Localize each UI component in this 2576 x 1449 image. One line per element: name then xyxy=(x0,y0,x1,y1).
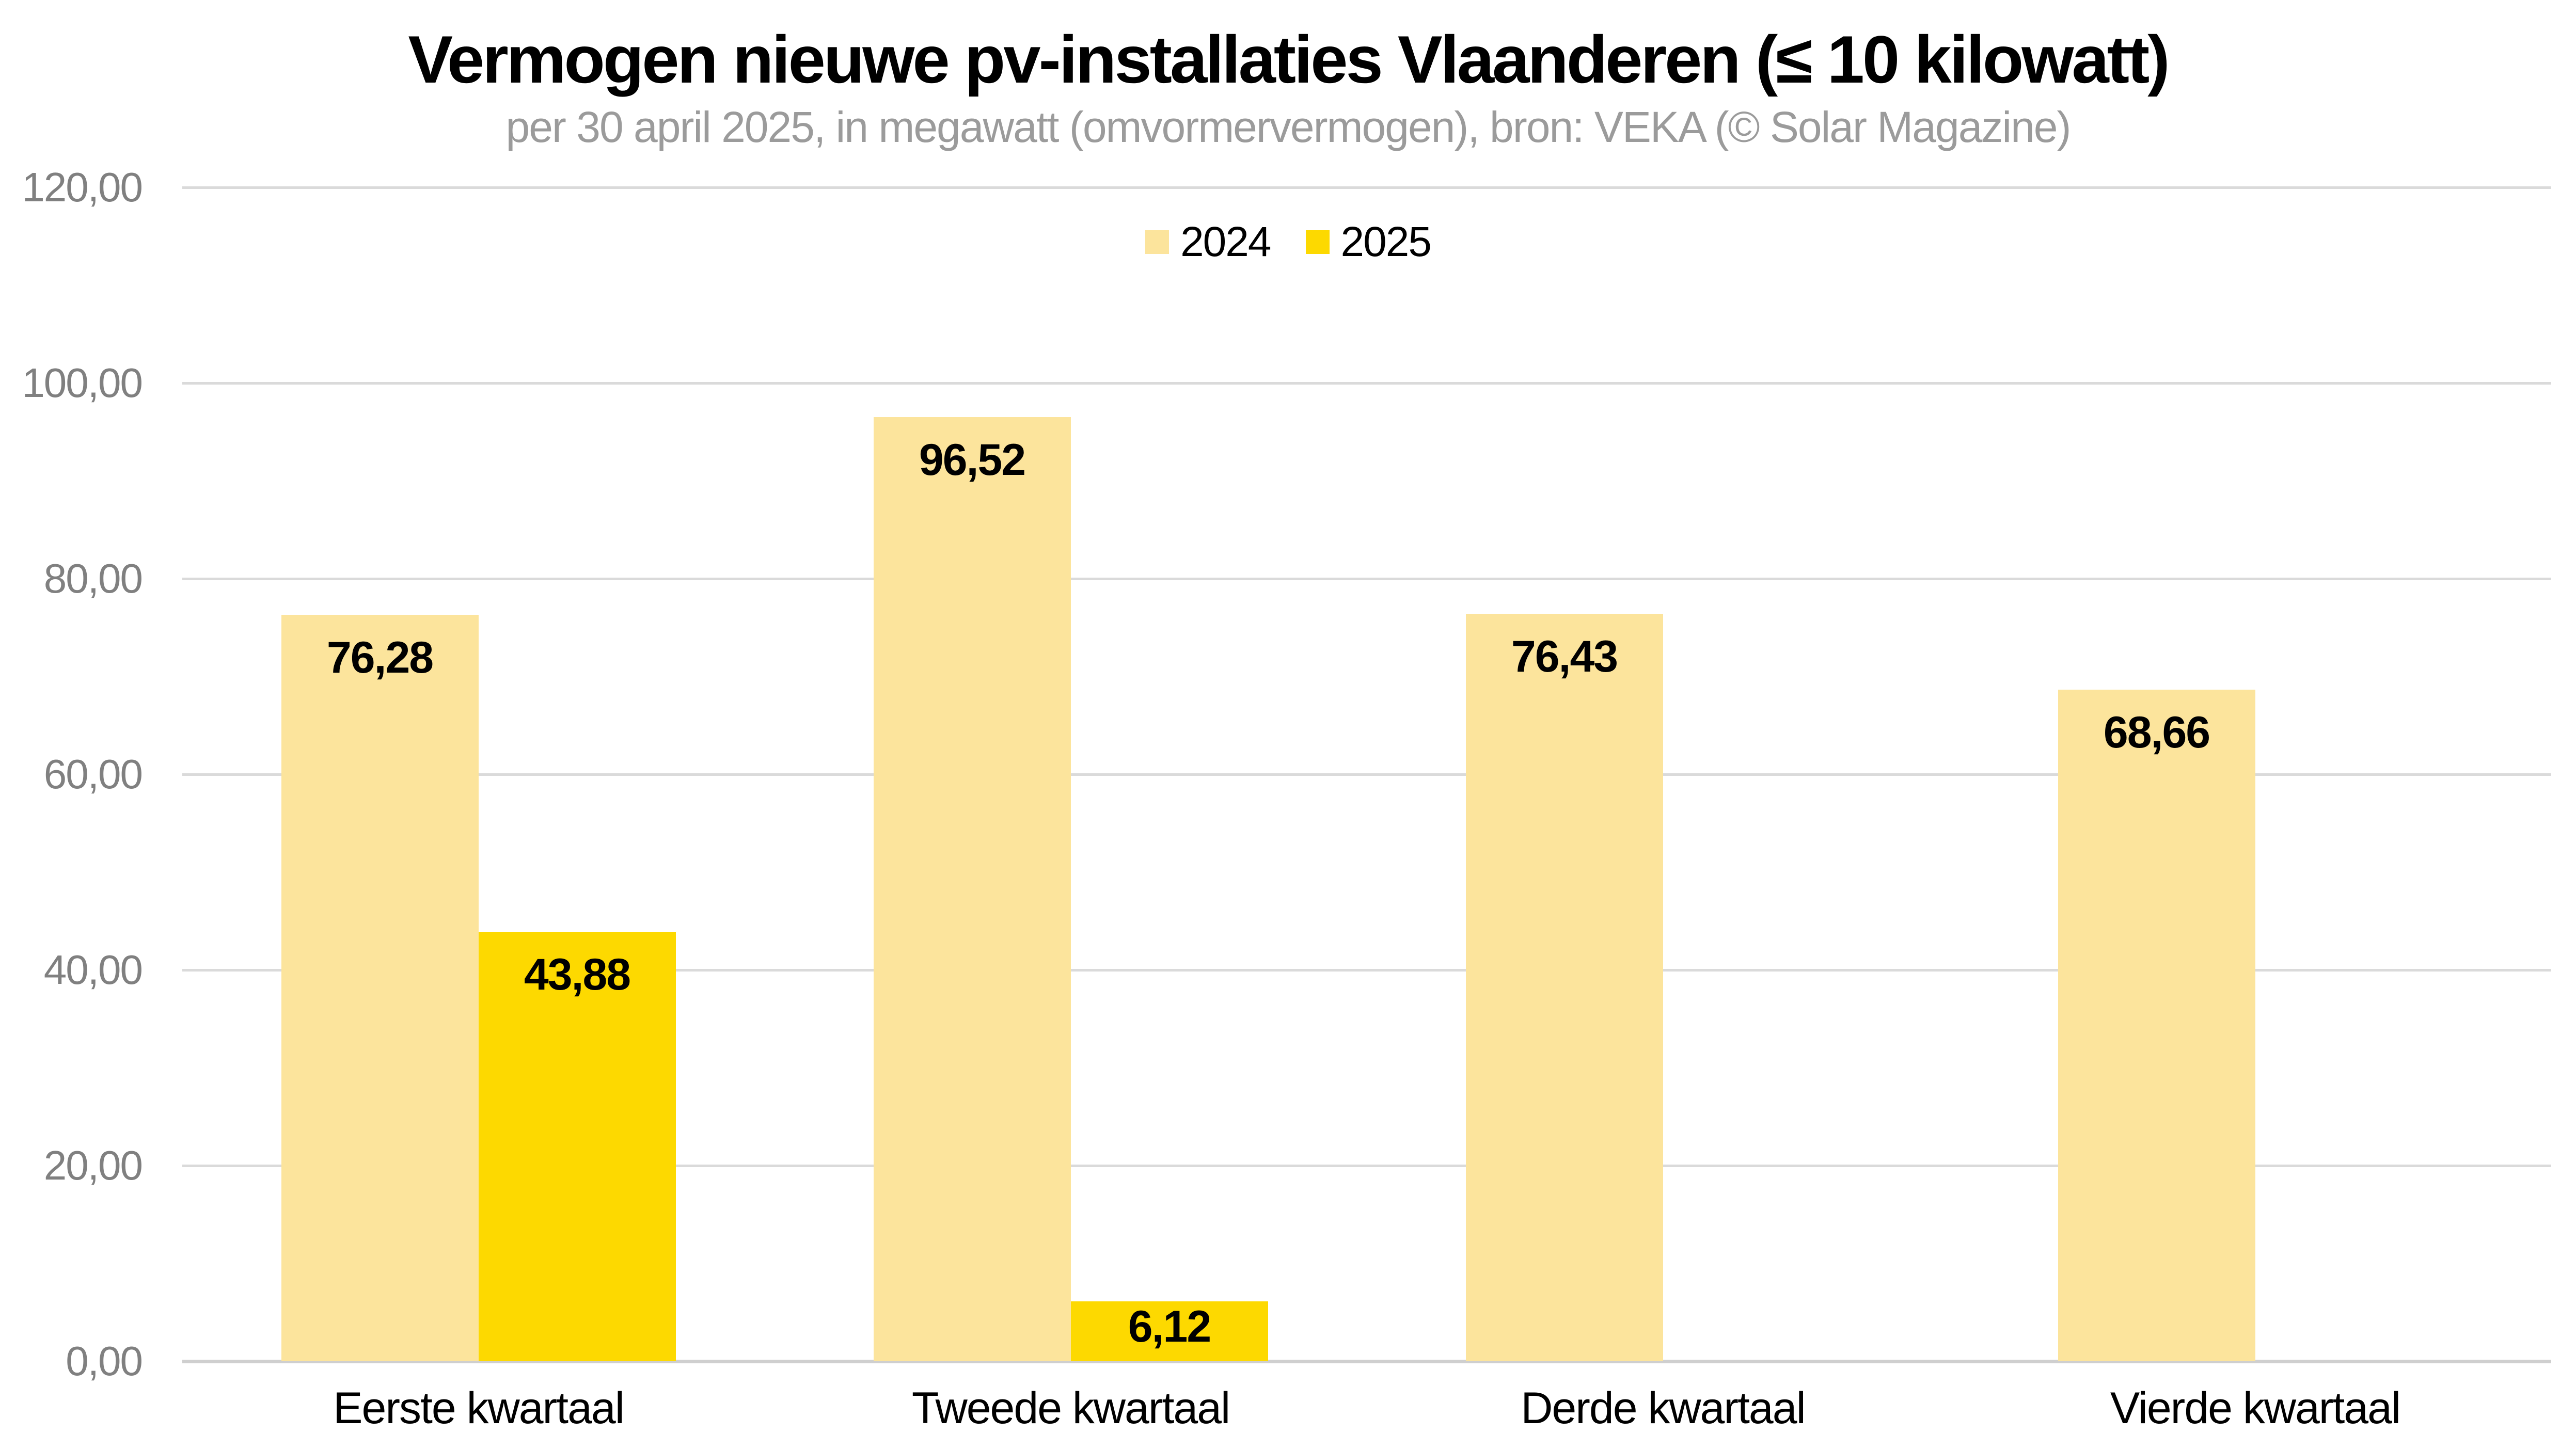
plot-area: 0,00 20,00 40,00 60,00 80,00 100,00 120,00 76,2… xyxy=(22,164,2551,1430)
bar-value-label: 76,28 xyxy=(326,633,434,682)
gridline xyxy=(182,186,2551,189)
bar-2024-4 xyxy=(2058,690,2255,1361)
bar-2024-2 xyxy=(873,417,1071,1361)
bar-2025-1 xyxy=(478,932,676,1361)
legend: 2024 2025 xyxy=(0,221,2576,263)
bar-value-label: 43,88 xyxy=(524,950,631,999)
bar-value-label: 96,52 xyxy=(919,435,1026,485)
y-tick-label: 60,00 xyxy=(43,751,143,797)
bar-2024-3 xyxy=(1465,614,1663,1361)
x-axis-label: Derde kwartaal xyxy=(1521,1383,1806,1433)
legend-swatch-icon xyxy=(1305,230,1330,254)
x-axis-label: Vierde kwartaal xyxy=(2110,1383,2401,1433)
bar-2025-2 xyxy=(1070,1301,1268,1361)
legend-item-2025: 2025 xyxy=(1305,218,1432,265)
y-tick-label: 40,00 xyxy=(43,947,143,993)
legend-label: 2024 xyxy=(1180,218,1271,265)
gridline xyxy=(182,969,2551,972)
y-tick-label: 80,00 xyxy=(43,555,143,601)
gridline xyxy=(182,1165,2551,1167)
chart-title: Vermogen nieuwe pv-installaties Vlaander… xyxy=(408,22,2170,97)
y-tick-label: 100,00 xyxy=(22,360,143,406)
y-tick-label: 120,00 xyxy=(22,164,143,210)
bar-value-label: 76,43 xyxy=(1511,632,1618,681)
bar-value-label: 68,66 xyxy=(2103,708,2210,757)
bar-value-label: 6,12 xyxy=(1128,1302,1211,1351)
x-axis-line xyxy=(182,1360,2551,1363)
legend-swatch-icon xyxy=(1145,230,1170,254)
legend-item-2024: 2024 xyxy=(1145,218,1272,265)
y-tick-label: 0,00 xyxy=(66,1338,143,1384)
bar-2024-1 xyxy=(281,615,479,1361)
gridline xyxy=(182,773,2551,776)
gridline xyxy=(182,578,2551,580)
x-axis-label: Eerste kwartaal xyxy=(333,1383,625,1433)
legend-label: 2025 xyxy=(1340,218,1432,265)
y-tick-label: 20,00 xyxy=(43,1142,143,1188)
x-axis-label: Tweede kwartaal xyxy=(911,1383,1230,1433)
gridline xyxy=(182,382,2551,385)
chart-subtitle: per 30 april 2025, in megawatt (omvormer… xyxy=(505,103,2072,151)
